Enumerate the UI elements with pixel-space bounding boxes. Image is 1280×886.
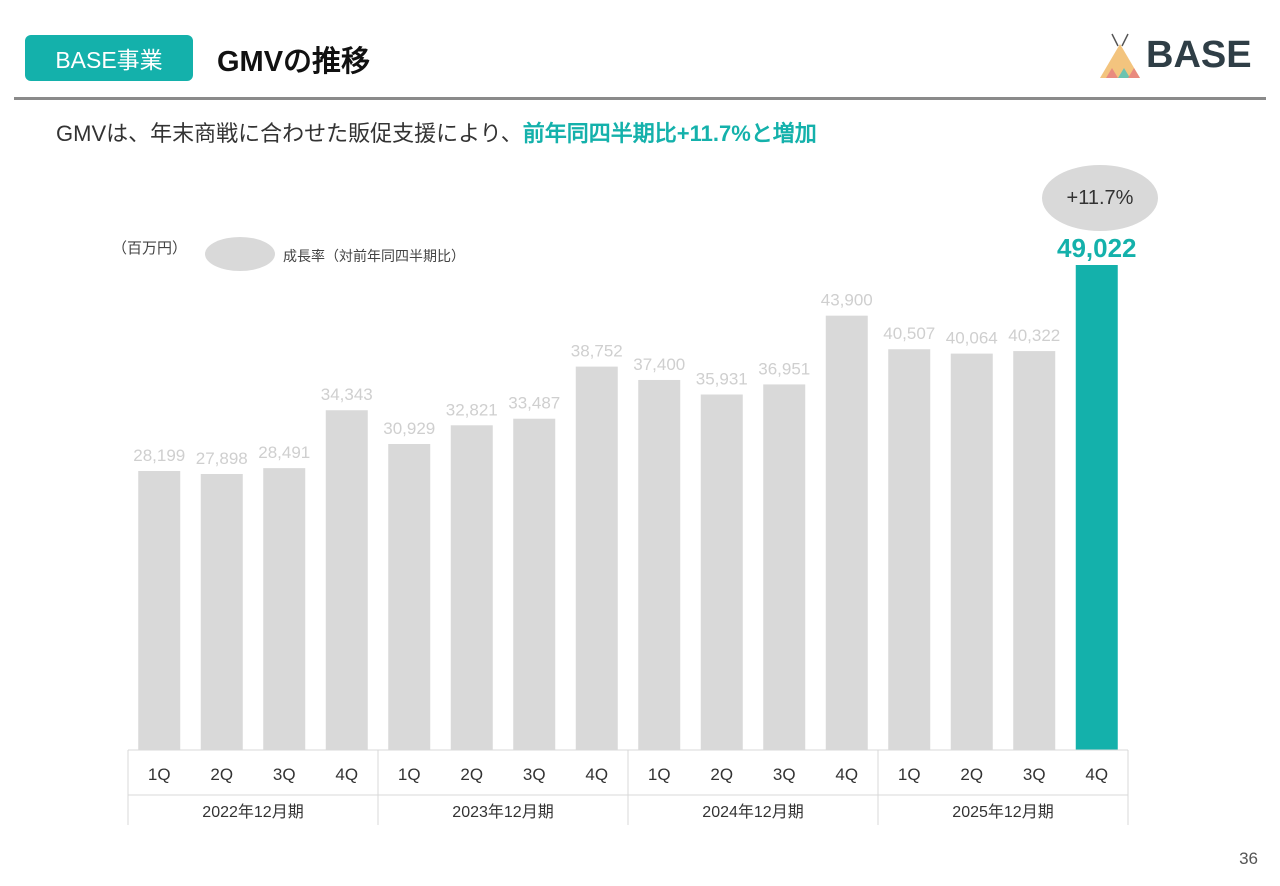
bar-value-label: 33,487 [508, 394, 560, 413]
x-tick-label: 4Q [835, 765, 858, 784]
bar-value-label: 27,898 [196, 449, 248, 468]
x-group-label: 2022年12月期 [202, 803, 303, 821]
bar [825, 315, 868, 750]
teepee-logo-icon [1100, 33, 1140, 78]
base-logo: BASE [1098, 32, 1258, 80]
subtitle-highlight: 前年同四半期比+11.7%と増加 [522, 121, 817, 146]
bar-value-label: 40,507 [883, 324, 935, 343]
x-tick-label: 2Q [210, 765, 233, 784]
legend-label: 成長率（対前年同四半期比） [283, 248, 465, 264]
x-tick-label: 4Q [1085, 765, 1108, 784]
bar [950, 353, 993, 750]
bar [450, 425, 493, 750]
x-group-label: 2024年12月期 [702, 803, 803, 821]
bar [200, 473, 243, 750]
logo-text: BASE [1146, 34, 1252, 76]
bar [1013, 351, 1056, 750]
bar-value-label: 34,343 [321, 385, 373, 404]
x-tick-label: 3Q [273, 765, 296, 784]
x-tick-label: 3Q [523, 765, 546, 784]
x-group-label: 2025年12月期 [952, 803, 1053, 821]
bar [888, 349, 931, 750]
growth-rate-bubble: +11.7% [1042, 165, 1158, 231]
bar [700, 394, 743, 750]
bar-value-label: 49,022 [1057, 233, 1137, 263]
bar [263, 468, 306, 750]
x-group-label: 2023年12月期 [452, 803, 553, 821]
page-title: GMVの推移 [217, 46, 371, 78]
x-tick-label: 1Q [648, 765, 671, 784]
bar [575, 366, 618, 750]
bar [763, 384, 806, 750]
bar-value-label: 35,931 [696, 370, 748, 389]
bar-value-label: 36,951 [758, 359, 810, 378]
bar [1075, 265, 1118, 750]
bar-value-label: 28,491 [258, 443, 310, 462]
legend-swatch [205, 237, 275, 271]
subtitle-text: GMVは、年末商戦に合わせた販促支援により、 [56, 121, 523, 146]
x-tick-label: 4Q [335, 765, 358, 784]
x-tick-label: 4Q [585, 765, 608, 784]
bar [325, 410, 368, 750]
section-badge: BASE事業 [25, 35, 193, 81]
x-tick-label: 3Q [773, 765, 796, 784]
bar [388, 444, 431, 750]
bar-value-label: 30,929 [383, 419, 435, 438]
bar [638, 379, 681, 750]
x-tick-label: 2Q [960, 765, 983, 784]
bar [513, 418, 556, 750]
bar-value-label: 43,900 [821, 291, 873, 310]
bar-value-label: 38,752 [571, 342, 623, 361]
bar [138, 471, 181, 750]
unit-label: （百万円） [112, 240, 188, 257]
bar-value-label: 28,199 [133, 446, 185, 465]
bar-value-label: 32,821 [446, 400, 498, 419]
x-tick-label: 1Q [398, 765, 421, 784]
bar-value-label: 40,322 [1008, 326, 1060, 345]
page-number: 36 [1239, 849, 1258, 868]
x-tick-label: 1Q [148, 765, 171, 784]
x-tick-label: 2Q [460, 765, 483, 784]
x-tick-label: 2Q [710, 765, 733, 784]
header-divider [14, 97, 1266, 100]
subtitle: GMVは、年末商戦に合わせた販促支援により、前年同四半期比+11.7%と増加 [56, 116, 817, 148]
x-tick-label: 1Q [898, 765, 921, 784]
bar-value-label: 40,064 [946, 329, 998, 348]
x-tick-label: 3Q [1023, 765, 1046, 784]
bar-value-label: 37,400 [633, 355, 685, 374]
